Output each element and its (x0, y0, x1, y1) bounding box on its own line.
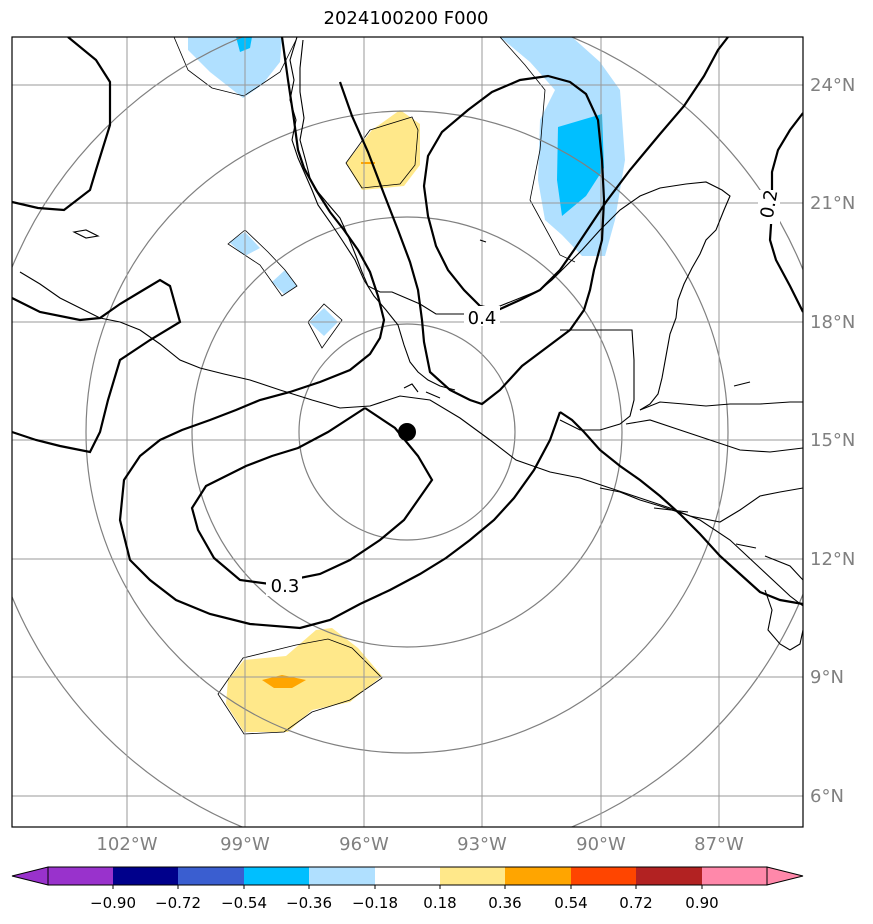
colorbar-tick-label: −0.18 (352, 894, 398, 912)
blue-patch (557, 114, 604, 216)
contour-label-bg (464, 306, 500, 326)
range-ring (191, 216, 623, 648)
coastline-pacific-central (599, 487, 803, 523)
colorbar-bin (375, 867, 440, 885)
lat-label: 21°N (810, 193, 855, 214)
colorbar-bin (571, 867, 636, 885)
thin-contour (217, 638, 383, 735)
light-blue-patch (272, 270, 297, 294)
lat-label: 15°N (810, 430, 855, 451)
island (479, 239, 487, 243)
island (425, 391, 441, 399)
colorbar-tick-label: 0.36 (488, 894, 521, 912)
contour-label-0-3: 0.3 (271, 576, 300, 597)
lat-label: 12°N (810, 549, 855, 570)
lat-label: 24°N (810, 75, 855, 96)
latitude-labels: 24°N 21°N 18°N 15°N 12°N 9°N 6°N (810, 75, 855, 807)
shading-layer (188, 37, 625, 732)
contour-label-0-4: 0.4 (468, 308, 497, 329)
colorbar-tick-label: −0.90 (90, 894, 136, 912)
colorbar-tick-label: 0.72 (619, 894, 652, 912)
colorbar: −0.90 −0.72 −0.54 −0.36 −0.18 0.18 0.36 … (11, 866, 804, 912)
island (733, 381, 751, 387)
lon-label: 93°W (457, 834, 507, 855)
colorbar-bin (244, 867, 309, 885)
lat-label: 9°N (810, 667, 844, 688)
thick-contours (12, 37, 803, 630)
thin-contour (173, 37, 297, 97)
coastline-honduras (625, 419, 803, 453)
range-ring (85, 110, 729, 754)
thin-contour (227, 229, 298, 297)
coastline-isthmus (559, 329, 635, 431)
lon-label: 102°W (96, 834, 157, 855)
island (72, 229, 100, 239)
colorbar-bin (636, 867, 702, 885)
coastline-central-america (639, 401, 803, 411)
colorbar-tick-label: 0.54 (554, 894, 587, 912)
colorbar-tick-label: −0.72 (155, 894, 201, 912)
colorbar-bin (48, 867, 113, 885)
coastline-nicaragua (764, 555, 803, 581)
colorbar-extend-high (766, 866, 804, 886)
range-ring (298, 323, 516, 541)
coastline-costa-rica (764, 589, 803, 651)
light-blue-patch (188, 37, 282, 98)
blue-patch (236, 37, 252, 52)
colorbar-frame (47, 866, 768, 886)
map-title: 2024100200 F000 (323, 8, 489, 29)
coastline-yucatan (561, 181, 731, 411)
contour-line (12, 37, 112, 212)
colorbar-tick-label: −0.54 (221, 894, 267, 912)
lon-label: 96°W (339, 834, 389, 855)
contour-label-bg (758, 190, 780, 224)
lon-label: 87°W (694, 834, 744, 855)
colorbar-bin (309, 867, 375, 885)
colorbar-bin (440, 867, 505, 885)
lat-label: 6°N (810, 786, 844, 807)
orange-patch (262, 675, 306, 688)
plot-frame (11, 36, 804, 828)
thin-contour (345, 116, 419, 189)
colorbar-bin (505, 867, 571, 885)
lon-label: 90°W (576, 834, 626, 855)
thin-contour (307, 303, 343, 349)
contour-label-bg (266, 574, 302, 596)
colorbar-bin (178, 867, 244, 885)
coastline-mexico-pacific (289, 37, 456, 391)
colorbar-tick-labels: −0.90 −0.72 −0.54 −0.36 −0.18 0.18 0.36 … (90, 894, 719, 912)
thin-contours (173, 37, 576, 735)
contour-line-0-3 (190, 407, 434, 586)
lon-label: 99°W (220, 834, 270, 855)
storm-center-marker (398, 423, 416, 441)
lat-label: 18°N (810, 312, 855, 333)
contour-line (118, 37, 562, 630)
colorbar-tick-label: 0.90 (685, 894, 718, 912)
colorbar-bin (113, 867, 178, 885)
contour-label-0-2: 0.2 (757, 188, 783, 220)
island (653, 507, 689, 513)
coastline-gulf (299, 39, 563, 315)
colorbar-extend-low (11, 866, 49, 886)
colorbar-ticks (112, 885, 703, 889)
yellow-patch (346, 110, 420, 190)
longitude-labels: 102°W 99°W 96°W 93°W 90°W 87°W (96, 834, 744, 855)
coastline-southern-mexico (19, 271, 803, 607)
colorbar-bin (702, 867, 767, 885)
island (403, 383, 419, 393)
contour-line (559, 411, 803, 606)
graticule (12, 37, 803, 827)
map-plot-area (12, 37, 803, 827)
island (735, 543, 757, 549)
colorbar-tick-label: 0.18 (423, 894, 456, 912)
contour-line (12, 278, 182, 454)
contour-line-0-4 (338, 37, 729, 406)
thin-contour (499, 37, 576, 263)
colorbar-tick-label: −0.36 (286, 894, 332, 912)
range-rings (12, 37, 803, 827)
